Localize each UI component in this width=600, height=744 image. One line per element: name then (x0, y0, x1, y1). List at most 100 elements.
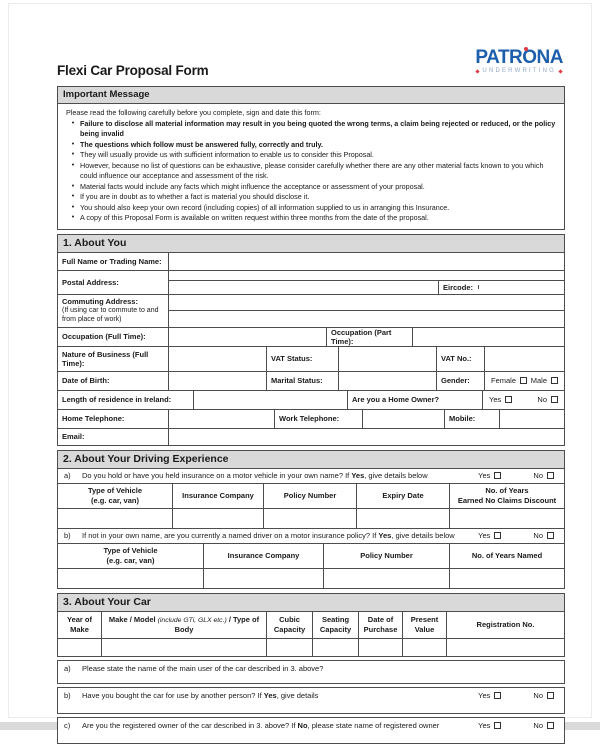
column-header: Present Value (402, 611, 446, 638)
driving-qb-yes-checkbox[interactable] (494, 532, 502, 539)
full-name-input[interactable] (168, 252, 564, 270)
insurance-company-input[interactable] (203, 568, 323, 588)
occupation-parttime-input[interactable] (412, 327, 564, 346)
year-of-make-input[interactable] (58, 639, 101, 656)
bullet-icon: • (71, 203, 75, 211)
car-qb-yes-checkbox[interactable] (494, 691, 502, 699)
column-header: Registration No. (446, 611, 564, 638)
eircode-label: Eircode: (438, 280, 478, 294)
home-telephone-input[interactable] (168, 409, 274, 428)
bullet-icon: • (71, 161, 75, 169)
no-label: No (537, 395, 547, 404)
important-message-intro: Please read the following carefully befo… (66, 108, 321, 117)
marital-status-input[interactable] (338, 371, 436, 390)
driving-qa-no-checkbox[interactable] (547, 472, 554, 479)
mobile-input[interactable] (499, 409, 564, 428)
occupation-fulltime-input[interactable] (168, 327, 326, 346)
question-prefix: b) (64, 690, 71, 700)
section-1-header: 1. About You (57, 233, 565, 253)
bullet-icon: • (71, 140, 75, 148)
logo-tagline: UNDERWRITING (482, 68, 556, 74)
logo-diamond-icon (475, 68, 480, 74)
bullet-icon: • (71, 119, 75, 127)
column-header: Type of Vehicle (e.g. car, van) (87, 486, 143, 505)
car-question-b: b) Have you bought the car for use by an… (57, 686, 565, 714)
years-named-input[interactable] (449, 568, 564, 588)
eircode-input[interactable] (478, 285, 564, 289)
residence-length-label: Length of residence in Ireland: (62, 395, 172, 404)
column-header: Year of Make (66, 615, 92, 634)
car-qc-no-checkbox[interactable] (547, 721, 554, 729)
work-telephone-input[interactable] (362, 409, 444, 428)
column-header: Date of Purchase (358, 611, 402, 638)
nature-of-business-input[interactable] (168, 346, 266, 371)
policy-number-input[interactable] (263, 508, 356, 528)
list-item: • They will usually provide us with suffi… (66, 150, 556, 161)
insurance-company-input[interactable] (172, 508, 263, 528)
column-header: No. of Years Earned No Claims Discount (449, 483, 564, 508)
question-prefix: a) (64, 663, 71, 673)
driving-qb-no-checkbox[interactable] (547, 532, 554, 539)
policy-number-input[interactable] (323, 568, 449, 588)
column-header: Cubic Capacity (266, 611, 312, 638)
expiry-date-input[interactable] (356, 508, 449, 528)
seating-capacity-input[interactable] (312, 638, 358, 656)
insurance-history-table: Type of Vehicle (e.g. car, van) Insuranc… (57, 482, 565, 529)
patrona-logo: PATRONA UNDERWRITING (475, 47, 565, 74)
home-owner-no-checkbox[interactable] (551, 396, 558, 403)
commuting-address-line1-input[interactable] (169, 295, 564, 311)
car-question-c: c) Are you the registered owner of the c… (57, 716, 565, 744)
gender-male-checkbox[interactable] (551, 377, 558, 384)
vat-no-input[interactable] (484, 346, 564, 371)
gender-female-checkbox[interactable] (520, 377, 528, 384)
list-item: • You should also keep your own record (i… (66, 203, 556, 214)
vehicle-type-input[interactable] (58, 569, 203, 588)
home-owner-label: Are you a Home Owner? (347, 390, 482, 409)
commuting-address-line2-input[interactable] (169, 310, 564, 327)
make-model-input[interactable] (101, 638, 266, 656)
occupation-parttime-label: Occupation (Part Time): (326, 327, 412, 346)
vat-status-input[interactable] (338, 346, 436, 371)
yes-label: Yes (478, 471, 491, 480)
cubic-capacity-input[interactable] (266, 638, 312, 656)
section-2-header: 2. About Your Driving Experience (57, 449, 565, 469)
registration-no-input[interactable] (446, 638, 564, 656)
column-header: Policy Number (323, 543, 449, 568)
car-qc-yes-checkbox[interactable] (494, 721, 502, 729)
date-of-birth-label: Date of Birth: (62, 376, 110, 385)
yes-label: Yes (478, 720, 491, 730)
table-row (58, 507, 564, 528)
driving-question-b: b) If not in your own name, are you curr… (57, 527, 565, 544)
driving-question-a: a) Do you hold or have you held insuranc… (57, 467, 565, 484)
column-header: Make / Model (include GTi, GLX etc.) / T… (101, 611, 266, 638)
table-row (58, 567, 564, 588)
car-qc-options: Yes No (478, 721, 558, 730)
ncd-years-input[interactable] (449, 508, 564, 528)
yes-label: Yes (489, 395, 502, 404)
vehicle-type-input[interactable] (58, 509, 172, 528)
question-prefix: b) (64, 531, 71, 540)
document-header: Flexi Car Proposal Form PATRONA UNDERWRI… (57, 47, 565, 84)
driving-qa-yes-checkbox[interactable] (494, 472, 502, 479)
postal-address-line1-input[interactable] (169, 273, 564, 277)
list-item: • Failure to disclose all material inform… (66, 119, 556, 140)
postal-address-line2-input[interactable] (169, 285, 438, 289)
email-label: Email: (62, 432, 85, 441)
named-driver-table: Type of Vehicle (e.g. car, van) Insuranc… (57, 542, 565, 589)
date-of-purchase-input[interactable] (358, 638, 402, 656)
column-header: Expiry Date (356, 483, 449, 508)
column-header: Seating Capacity (312, 611, 358, 638)
table-row (58, 637, 564, 656)
date-of-birth-input[interactable] (168, 371, 266, 390)
column-header: Policy Number (263, 483, 356, 508)
present-value-input[interactable] (402, 638, 446, 656)
email-input[interactable] (168, 428, 564, 445)
car-qb-no-checkbox[interactable] (547, 691, 554, 699)
important-message-body: Please read the following carefully befo… (57, 104, 565, 230)
bullet-icon: • (71, 214, 75, 221)
no-label: No (533, 720, 543, 730)
residence-length-input[interactable] (193, 390, 347, 409)
car-question-a[interactable]: a) Please state the name of the main use… (57, 659, 565, 684)
home-owner-yes-checkbox[interactable] (505, 396, 513, 403)
bullet-icon: • (71, 182, 75, 190)
